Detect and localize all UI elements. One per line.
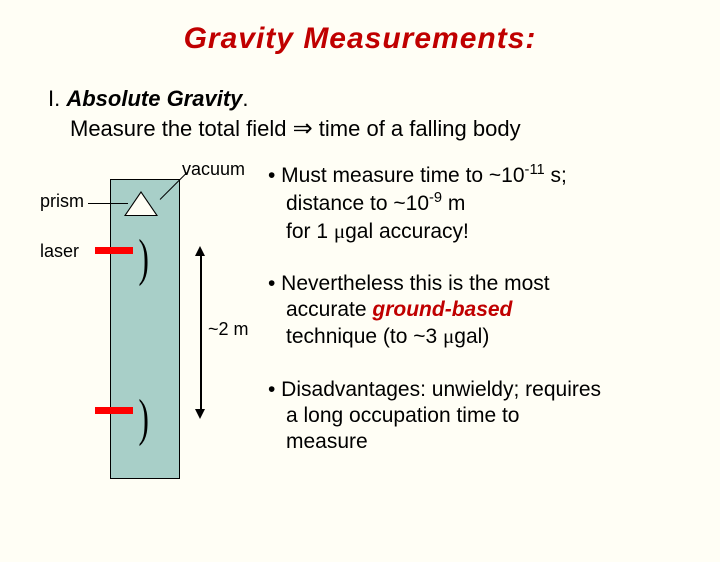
lens-bottom: ) <box>138 389 148 448</box>
apparatus-diagram: ) ) vacuum prism laser ~2 m <box>0 161 260 501</box>
slide-title: Gravity Measurements: <box>0 22 720 56</box>
b1-line3a: for 1 <box>286 220 334 243</box>
sub-before: Measure the total field <box>70 116 293 141</box>
b2-line2a: accurate <box>286 298 372 321</box>
laser-beam-bottom <box>95 407 133 414</box>
label-vacuum: vacuum <box>182 159 245 180</box>
b1-exp1: -11 <box>525 162 545 178</box>
b3-line1: • Disadvantages: unwieldy; requires <box>268 378 601 401</box>
content-row: ) ) vacuum prism laser ~2 m • Must measu… <box>0 161 720 501</box>
sub-after: time of a falling body <box>313 116 521 141</box>
section-sub: Measure the total field ⇒ time of a fall… <box>70 114 720 143</box>
b1-line2b: m <box>442 192 465 215</box>
b2-line3a: technique (to ~3 <box>286 325 443 348</box>
laser-beam-top <box>95 247 133 254</box>
implies-symbol: ⇒ <box>293 116 313 142</box>
b2-line3b: gal) <box>454 325 489 348</box>
height-arrow-down <box>195 409 205 419</box>
section-heading: I. Absolute Gravity. <box>48 86 720 112</box>
section-prefix: I. <box>48 86 66 111</box>
height-arrow-up <box>195 246 205 256</box>
section-heading-text: Absolute Gravity <box>66 86 242 111</box>
b2-red: ground-based <box>372 298 512 321</box>
label-prism-line <box>88 203 128 204</box>
b3-line3: measure <box>286 429 688 455</box>
bullet-2: • Nevertheless this is the most accurate… <box>268 271 688 351</box>
b1-exp2: -9 <box>429 190 442 206</box>
label-prism: prism <box>40 191 84 212</box>
bullet-1: • Must measure time to ~10-11 s; distanc… <box>268 161 688 245</box>
label-height: ~2 m <box>208 319 249 340</box>
lens-top: ) <box>138 229 148 288</box>
b1-line3b: gal accuracy! <box>345 220 469 243</box>
b1-line1a: • Must measure time to ~10 <box>268 164 525 187</box>
label-laser: laser <box>40 241 79 262</box>
b3-line2: a long occupation time to <box>286 403 688 429</box>
bullet-3: • Disadvantages: unwieldy; requires a lo… <box>268 377 688 456</box>
bullet-list: • Must measure time to ~10-11 s; distanc… <box>268 161 688 501</box>
height-arrow-line <box>200 251 202 411</box>
section-period: . <box>242 86 248 111</box>
b2-line1: • Nevertheless this is the most <box>268 272 550 295</box>
b1-line2a: distance to ~10 <box>286 192 429 215</box>
prism-triangle <box>126 193 156 215</box>
mu-icon: μ <box>334 219 345 243</box>
mu-icon-2: μ <box>443 324 454 348</box>
b1-line1b: s; <box>545 164 567 187</box>
